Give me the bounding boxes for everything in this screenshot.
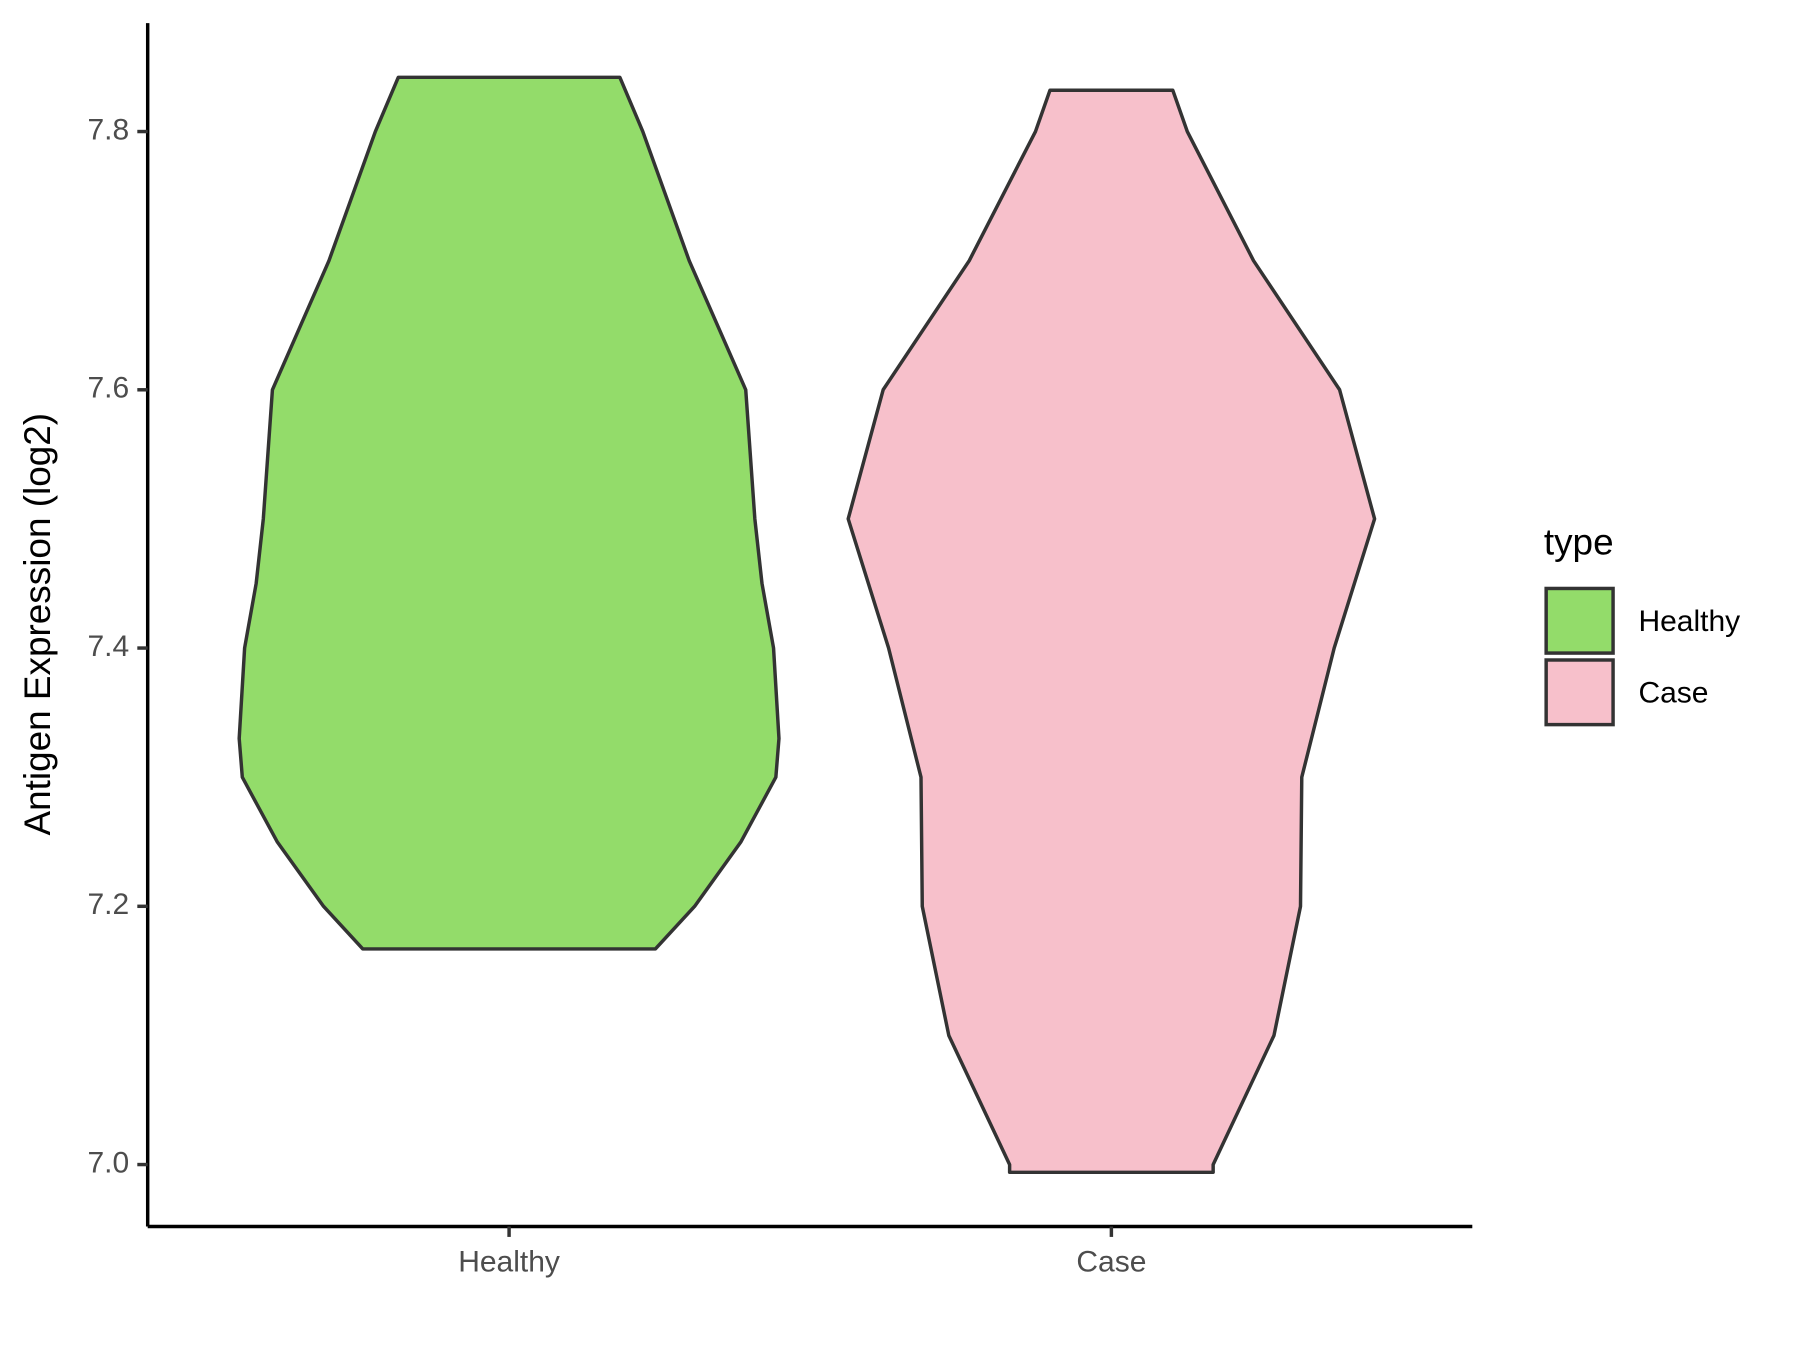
- violin: [846, 88, 1377, 1175]
- x-tick-label: Case: [1076, 1245, 1146, 1278]
- legend-key: [1544, 658, 1615, 727]
- y-tick-label: 7.6: [88, 372, 130, 405]
- y-axis-title: Antigen Expression (log2): [17, 413, 58, 836]
- legend-key: [1544, 586, 1615, 655]
- violin: [237, 75, 781, 951]
- y-tick-label: 7.2: [88, 888, 130, 921]
- legend-title: type: [1544, 521, 1614, 562]
- y-tick-label: 7.8: [88, 113, 130, 146]
- x-tick-label: Healthy: [458, 1245, 560, 1278]
- legend-label: Case: [1638, 677, 1708, 710]
- y-tick-label: 7.4: [88, 630, 130, 663]
- legend-label: Healthy: [1638, 605, 1740, 638]
- y-tick-label: 7.0: [88, 1146, 130, 1179]
